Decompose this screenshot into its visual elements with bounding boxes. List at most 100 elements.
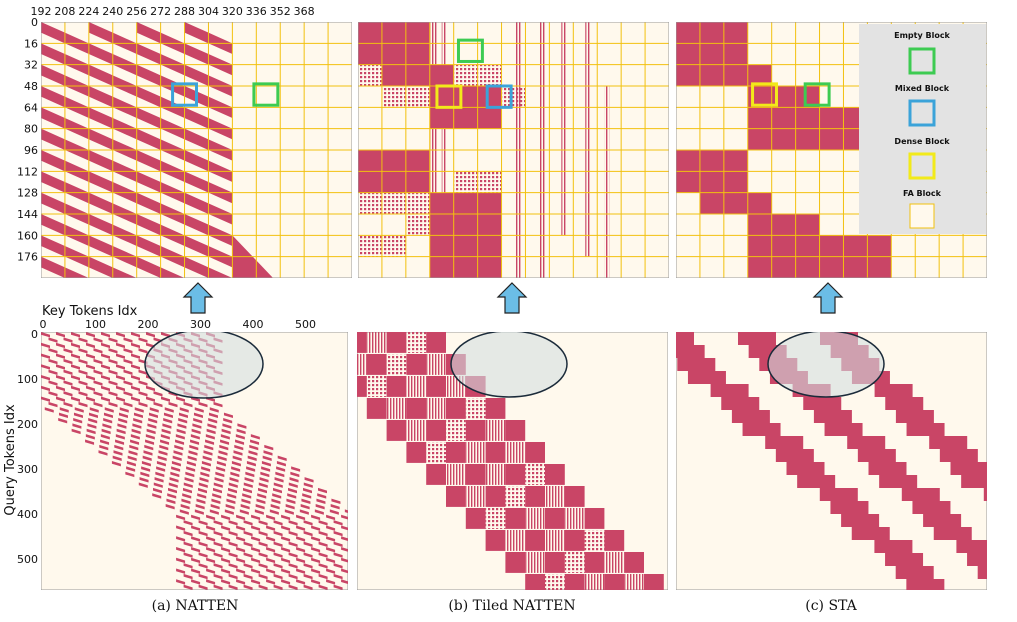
mask-cell [118,412,128,418]
mask-cell [485,530,506,551]
mask-cell [302,493,312,499]
mask-cell [237,423,247,429]
mask-cell [93,401,103,408]
mask-cell [287,487,297,494]
mask-cell [326,568,336,574]
mask-cell [198,552,208,558]
mask-cell [300,504,310,510]
mask-cell [127,455,137,461]
mask-cell [242,493,252,499]
dense-block-marker [435,84,463,109]
mask-cell [465,398,486,419]
mask-cell [273,573,283,580]
mask-cell [169,477,179,483]
mask-cell [255,504,265,510]
mask-cell [231,466,241,472]
mask-cell [183,563,193,569]
mask-cell [198,563,208,569]
mask-cell [505,442,526,463]
mask-cell [71,375,80,381]
mask-cell [296,568,306,574]
top-y-tick: 48 [24,80,38,93]
mask-cell [41,64,65,86]
mask-cell [261,466,271,472]
mask-cell [138,482,148,488]
mask-cell [156,461,166,467]
mask-cell [236,547,246,553]
top-x-tick: 304 [198,5,219,18]
mask-cell [775,449,814,462]
top-x-tick: 224 [78,5,99,18]
mask-cell [41,43,65,65]
mask-cell [281,536,291,542]
mask-cell [330,504,340,510]
mask-cell [235,434,245,440]
mask-cell [341,547,348,552]
mask-cell [273,541,283,547]
mask-cell [162,423,172,429]
mask-cell [128,450,138,456]
mask-cell [446,464,466,485]
mask-cell [250,434,260,440]
mask-cell [184,477,194,483]
mask-cell [318,520,328,526]
mask-cell [138,337,148,343]
mask-cell [316,498,326,504]
top-y-tick: 0 [31,16,38,29]
mask-cell [180,504,190,510]
mask-cell [318,563,328,569]
mask-cell [604,552,625,573]
mask-cell [206,557,216,564]
mask-cell [184,64,209,86]
mask-cell [86,375,95,381]
mask-cell [276,466,286,472]
bottom-y-tick: 300 [17,463,38,476]
mask-cell [125,471,135,478]
legend-swatch-dense [908,152,936,180]
mask-cell [63,401,73,408]
up-arrow-icon [812,282,844,314]
mask-cell [195,504,205,510]
mask-cell [813,410,852,423]
mask-cell [742,423,781,436]
mask-cell [205,434,215,440]
bottom-y-tick-labels: 0 100 200 300 400 500 [17,328,38,566]
mask-cell [142,455,152,461]
mask-cell [285,504,295,510]
mask-cell [296,557,306,564]
mask-cell [906,423,945,436]
block-legend: Empty Block Mixed Block Dense Block FA B… [859,24,986,234]
mask-cell [851,527,890,540]
mask-cell [525,552,545,573]
mask-cell [136,192,161,214]
mask-cell [263,450,273,456]
mask-cell [145,434,155,440]
mask-cell [146,332,155,338]
mask-cell [176,428,186,435]
mask-cell [564,574,585,590]
mask-cell [207,423,217,429]
mask-cell [63,358,73,365]
mask-cell [288,482,298,488]
mask-cell [203,450,213,456]
mask-cell [161,332,170,338]
mask-cell [184,192,209,214]
mask-cell [58,418,68,424]
mask-cell [148,418,158,424]
mask-cell [296,514,306,521]
mask-cell [133,418,143,424]
mask-cell [585,22,591,257]
mask-cell [88,128,113,150]
mask-cell [224,509,234,515]
mask-cell [183,482,193,488]
mask-cell [251,525,261,531]
mask-cell [123,391,133,397]
mask-cell [329,509,339,515]
mask-cell [386,420,407,441]
mask-cell [273,563,283,569]
mask-cell [173,450,183,456]
top-x-tick: 208 [54,5,75,18]
mask-cell [181,498,191,504]
mask-cell [215,471,225,478]
mask-cell [406,442,427,463]
